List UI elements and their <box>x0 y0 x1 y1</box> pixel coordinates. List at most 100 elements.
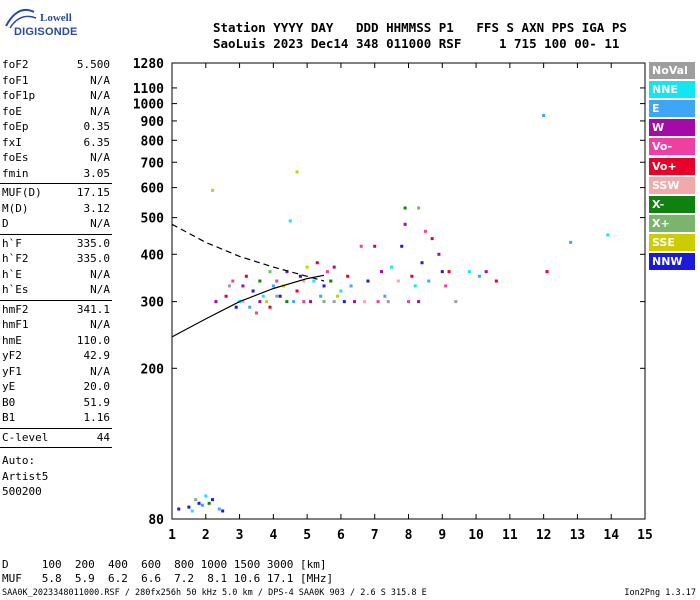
data-point <box>254 311 258 315</box>
x-tick-label: 5 <box>303 528 311 543</box>
x-tick-label: 4 <box>269 528 277 543</box>
param-name: hmE <box>2 333 22 347</box>
param-hme: hmE 110.0 <box>2 334 110 348</box>
data-point <box>373 244 377 248</box>
data-point <box>413 284 417 288</box>
param-value: 3.12 <box>83 201 111 215</box>
y-tick-label: 700 <box>141 156 165 171</box>
data-point <box>221 509 225 513</box>
param-value: 1.16 <box>83 411 111 424</box>
data-point <box>268 270 272 274</box>
data-point <box>366 279 370 283</box>
param-name: h`E <box>2 267 22 281</box>
param-name: h`Es <box>2 283 29 296</box>
data-point <box>379 270 383 274</box>
auto-line2: Artist5 <box>2 469 49 483</box>
param-name: h`F <box>2 236 22 250</box>
data-point <box>569 240 573 244</box>
data-point <box>542 114 546 118</box>
data-point <box>390 265 394 269</box>
data-point <box>494 279 498 283</box>
data-point <box>244 274 248 278</box>
data-point <box>440 270 444 274</box>
param-value: 6.35 <box>83 135 111 149</box>
data-point <box>322 300 326 304</box>
data-point <box>309 300 313 304</box>
param-name: foF1p <box>2 89 36 102</box>
param-b1: B1 1.16 <box>2 411 110 425</box>
param-fof1p: foF1p N/A <box>2 89 110 103</box>
data-point <box>332 265 336 269</box>
data-point <box>342 300 346 304</box>
x-tick-label: 7 <box>371 528 379 543</box>
data-point <box>258 279 262 283</box>
data-point <box>423 229 427 233</box>
x-tick-label: 6 <box>337 528 345 543</box>
data-point <box>231 279 235 283</box>
param-name: fmin <box>2 166 29 180</box>
data-point <box>251 289 255 293</box>
data-point <box>298 274 302 278</box>
version-label: Ion2Png 1.3.17 <box>624 588 696 598</box>
data-point <box>359 244 363 248</box>
param-name: yE <box>2 380 16 393</box>
station-header: Station YYYY DAY DDD HHMMSS P1 FFS S AXN… <box>213 20 627 52</box>
data-point <box>349 284 353 288</box>
data-point <box>312 279 316 283</box>
data-point <box>227 284 231 288</box>
param-yf2: yF2 42.9 <box>2 349 110 363</box>
y-tick-label: 400 <box>141 248 165 263</box>
data-point <box>420 261 424 265</box>
data-point <box>484 270 488 274</box>
data-point <box>332 300 336 304</box>
data-point <box>376 300 380 304</box>
legend-item-ssw: SSW <box>649 176 695 194</box>
header-line-1: Station YYYY DAY DDD HHMMSS P1 FFS S AXN… <box>213 20 627 35</box>
y-tick-label: 600 <box>141 182 165 197</box>
data-point <box>336 294 340 298</box>
legend-item-x-: X- <box>649 195 695 213</box>
y-tick-label: 500 <box>141 212 165 227</box>
data-point <box>285 300 289 304</box>
data-point <box>190 509 194 513</box>
legend-item-nne: NNE <box>649 81 695 99</box>
x-tick-label: 11 <box>502 528 518 543</box>
x-tick-label: 3 <box>236 528 244 543</box>
param-ye: yE 20.0 <box>2 380 110 394</box>
data-point <box>187 505 191 509</box>
data-point <box>278 294 282 298</box>
x-tick-label: 13 <box>570 528 586 543</box>
param-name: foE <box>2 104 22 118</box>
legend-item-vo-: Vo- <box>649 138 695 156</box>
data-point <box>403 206 407 210</box>
y-tick-label: 1280 <box>133 57 164 72</box>
param-value: 17.15 <box>76 186 110 199</box>
param-name: foF1 <box>2 73 29 87</box>
y-tick-label: 80 <box>148 513 164 528</box>
param-name: hmF1 <box>2 318 29 331</box>
param-value: 3.05 <box>83 166 111 180</box>
x-tick-label: 14 <box>603 528 619 543</box>
param-yf1: yF1 N/A <box>2 365 110 379</box>
data-point <box>322 284 326 288</box>
data-point <box>427 279 431 283</box>
param-fof1: foF1 N/A <box>2 74 110 88</box>
legend-item-w: W <box>649 119 695 137</box>
file-info: SAA0K_2023348011000.RSF / 280fx256h 50 k… <box>2 588 427 598</box>
x-tick-label: 8 <box>405 528 413 543</box>
y-tick-label: 300 <box>141 296 165 311</box>
data-point <box>200 503 204 507</box>
data-point <box>606 233 610 237</box>
param-name: fxI <box>2 135 22 149</box>
param-separator <box>0 299 112 301</box>
param-value: N/A <box>90 73 110 87</box>
legend-item-vo-: Vo+ <box>649 157 695 175</box>
data-point <box>454 300 458 304</box>
data-point <box>545 270 549 274</box>
x-tick-label: 1 <box>168 528 176 543</box>
param-name: B0 <box>2 395 16 409</box>
data-point <box>383 294 387 298</box>
param-name: D <box>2 217 9 230</box>
param-value: N/A <box>90 364 110 378</box>
